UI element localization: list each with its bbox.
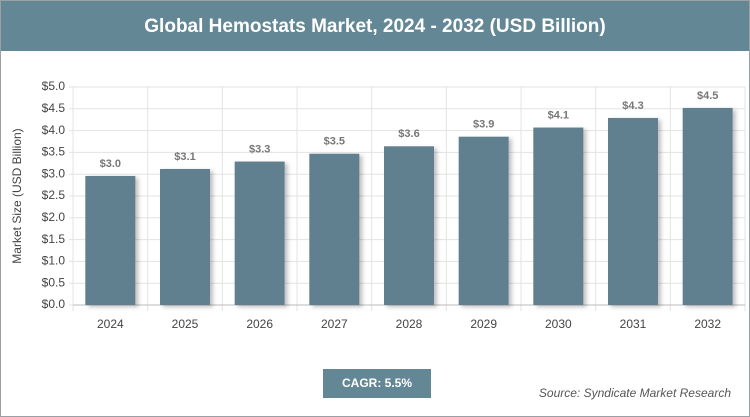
y-tick-label: $5.0	[42, 79, 66, 93]
y-tick-label: $2.0	[42, 210, 66, 224]
value-label: $4.5	[697, 90, 718, 102]
value-label: $3.6	[398, 128, 419, 140]
x-tick-label: 2032	[694, 317, 721, 331]
x-tick-label: 2029	[470, 317, 497, 331]
value-label: $4.3	[622, 100, 643, 112]
bar	[234, 161, 285, 305]
bar	[160, 168, 210, 305]
value-label: $3.0	[100, 158, 121, 170]
value-label: $3.1	[174, 151, 195, 163]
bar	[533, 127, 584, 305]
y-tick-label: $3.0	[42, 166, 66, 180]
y-tick-label: $3.5	[42, 145, 66, 159]
chart-title: Global Hemostats Market, 2024 - 2032 (US…	[144, 16, 605, 37]
x-tick-label: 2026	[246, 317, 273, 331]
bar	[608, 117, 658, 306]
x-tick-label: 2028	[396, 317, 423, 331]
header-bar	[1, 1, 749, 51]
y-tick-label: $0.5	[42, 275, 66, 289]
cagr-label: CAGR: 5.5%	[342, 376, 412, 390]
value-label: $3.9	[473, 119, 494, 131]
y-axis-label: Market Size (USD Billion)	[10, 128, 24, 263]
y-tick-label: $4.5	[42, 101, 66, 115]
value-label: $4.1	[548, 109, 569, 121]
bar	[384, 146, 434, 305]
y-tick-label: $1.5	[42, 232, 66, 246]
bar	[682, 107, 733, 305]
x-tick-label: 2025	[172, 317, 199, 331]
value-label: $3.3	[249, 143, 270, 155]
x-tick-label: 2030	[545, 317, 572, 331]
bar	[85, 175, 136, 305]
y-tick-label: $4.0	[42, 123, 66, 137]
x-tick-label: 2031	[620, 317, 647, 331]
value-label: $3.5	[324, 136, 345, 148]
y-tick-label: $0.0	[42, 297, 66, 311]
cagr-box	[323, 369, 431, 398]
y-tick-label: $1.0	[42, 254, 66, 268]
x-tick-label: 2024	[97, 317, 124, 331]
x-tick-label: 2027	[321, 317, 348, 331]
source-note: Source: Syndicate Market Research	[539, 386, 731, 400]
y-tick-label: $2.5	[42, 188, 66, 202]
bar	[309, 153, 360, 305]
bar	[458, 136, 509, 305]
